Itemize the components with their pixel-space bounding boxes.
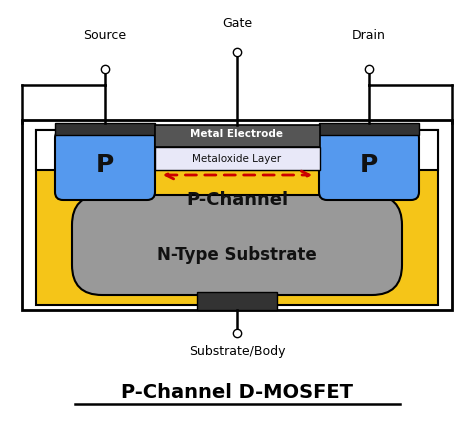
Bar xyxy=(155,130,320,170)
FancyBboxPatch shape xyxy=(319,130,419,200)
Text: N-Type Substrate: N-Type Substrate xyxy=(157,246,317,264)
Text: Metal Electrode: Metal Electrode xyxy=(191,129,283,139)
FancyBboxPatch shape xyxy=(72,195,402,295)
Bar xyxy=(36,130,438,305)
Text: Source: Source xyxy=(83,29,127,42)
Text: P-Channel: P-Channel xyxy=(186,191,288,209)
Text: P-Channel D-MOSFET: P-Channel D-MOSFET xyxy=(121,382,353,401)
Text: Metaloxide Layer: Metaloxide Layer xyxy=(192,154,282,164)
Text: Drain: Drain xyxy=(352,29,386,42)
Bar xyxy=(319,123,419,135)
FancyBboxPatch shape xyxy=(55,130,155,200)
Bar xyxy=(55,123,155,135)
Bar xyxy=(155,125,320,147)
Text: P: P xyxy=(360,153,378,177)
Bar xyxy=(155,147,320,170)
Text: P: P xyxy=(96,153,114,177)
Bar xyxy=(320,130,438,170)
Text: Gate: Gate xyxy=(222,17,252,30)
Bar xyxy=(22,120,452,310)
Bar xyxy=(197,292,277,310)
Bar xyxy=(36,130,155,170)
Text: Substrate/Body: Substrate/Body xyxy=(189,345,285,358)
